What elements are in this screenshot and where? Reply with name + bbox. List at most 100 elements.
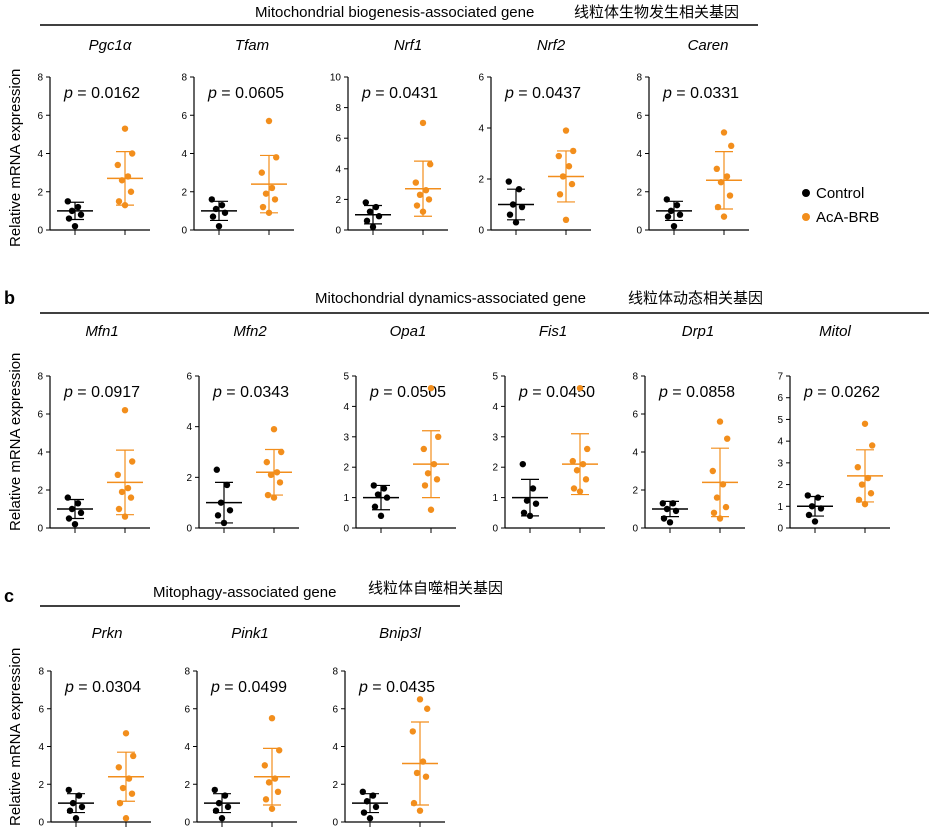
data-point (512, 219, 520, 226)
y-tick-label: 4 (343, 402, 349, 413)
data-point (421, 482, 429, 489)
series-control (57, 198, 93, 230)
data-point (366, 208, 374, 215)
y-tick-label: 3 (492, 432, 498, 443)
series-aca-brb (702, 418, 738, 522)
data-point (71, 521, 79, 528)
series-control (352, 788, 388, 822)
y-axis-label-b: Relative mRNA expression (7, 353, 24, 531)
y-tick-label: 2 (777, 480, 783, 491)
chart-nrf1: Nrf1 p = 0.0431 0 2 4 6 8 10 (330, 37, 448, 237)
chart-title: Tfam (235, 37, 269, 54)
y-tick-label: 1 (777, 502, 783, 513)
data-point (128, 790, 136, 797)
y-tick-label: 6 (38, 704, 44, 715)
y-tick-label: 6 (335, 134, 341, 145)
data-point (858, 481, 866, 488)
chart-title: Drp1 (682, 323, 715, 340)
y-tick-label: 0 (632, 524, 638, 535)
series-control (512, 460, 548, 520)
data-point (115, 198, 123, 205)
y-tick-label: 8 (632, 372, 638, 383)
data-point (121, 125, 129, 132)
panel-letter-b: b (4, 288, 15, 308)
chart-title: Mitol (819, 323, 851, 340)
series-aca-brb (256, 426, 292, 501)
y-tick-label: 8 (332, 667, 338, 678)
y-tick-label: 4 (186, 422, 192, 433)
y-tick-label: 3 (343, 432, 349, 443)
data-point (71, 222, 79, 230)
y-tick-label: 0 (777, 524, 783, 535)
data-point (716, 418, 724, 425)
data-point (278, 448, 285, 456)
data-point (427, 384, 435, 392)
data-point (869, 442, 876, 449)
data-point (532, 500, 540, 507)
series-aca-brb (107, 125, 143, 209)
data-point (114, 161, 122, 169)
data-point (556, 191, 564, 198)
data-point (573, 467, 581, 474)
data-point (720, 213, 728, 220)
data-point (265, 117, 273, 125)
chart-pgc1α: Pgc1α p = 0.0162 0 2 4 6 8 (37, 37, 150, 237)
data-point (419, 119, 427, 127)
y-tick-label: 6 (37, 111, 43, 122)
data-point (520, 509, 528, 516)
y-tick-label: 8 (636, 73, 642, 84)
data-point (709, 467, 716, 475)
p-value-label: p = 0.0343 (212, 384, 289, 401)
data-point (366, 815, 374, 822)
y-tick-label: 0 (37, 524, 43, 535)
chart-drp1: Drp1 p = 0.0858 0 2 4 6 8 (632, 323, 745, 535)
data-point (122, 815, 130, 822)
data-point (262, 796, 270, 803)
data-point (74, 203, 82, 211)
y-tick-label: 0 (332, 818, 338, 829)
p-value-label: p = 0.0605 (207, 85, 284, 102)
y-tick-label: 6 (636, 111, 642, 122)
y-axis-label-a: Relative mRNA expression (7, 69, 24, 247)
chart-title: Prkn (92, 625, 123, 642)
data-point (127, 188, 135, 195)
data-point (268, 714, 276, 722)
chart-title: Nrf1 (394, 37, 422, 54)
data-point (804, 492, 811, 499)
data-point (565, 163, 573, 170)
y-tick-label: 8 (37, 372, 43, 383)
series-aca-brb (108, 730, 144, 822)
data-point (218, 815, 226, 822)
data-point (270, 426, 278, 433)
data-point (523, 497, 531, 504)
y-tick-label: 6 (184, 704, 190, 715)
panel-letter-c: c (4, 586, 14, 606)
series-aca-brb (562, 384, 598, 496)
section-b-title: Mitochondrial dynamics-associated gene (315, 290, 586, 307)
p-value-label: p = 0.0331 (662, 85, 739, 102)
data-point (518, 203, 526, 211)
y-tick-label: 6 (37, 410, 43, 421)
data-point (261, 762, 268, 769)
data-point (372, 803, 380, 811)
data-point (562, 216, 570, 223)
data-point (569, 457, 576, 465)
y-tick-label: 3 (777, 458, 783, 469)
series-aca-brb (251, 117, 287, 216)
data-point (416, 696, 424, 703)
data-point (413, 769, 421, 777)
data-point (130, 752, 137, 760)
data-point (673, 201, 681, 209)
data-point (413, 202, 421, 209)
data-point (374, 491, 382, 498)
data-point (115, 505, 123, 513)
p-value-label: p = 0.0450 (518, 384, 595, 401)
legend-label-control: Control (816, 185, 864, 202)
data-point (720, 129, 728, 136)
series-control (201, 196, 237, 230)
p-value-label: p = 0.0431 (361, 85, 438, 102)
data-point (420, 445, 427, 453)
chart-title: Bnip3l (379, 625, 421, 642)
data-point (64, 198, 72, 205)
data-point (506, 211, 514, 218)
